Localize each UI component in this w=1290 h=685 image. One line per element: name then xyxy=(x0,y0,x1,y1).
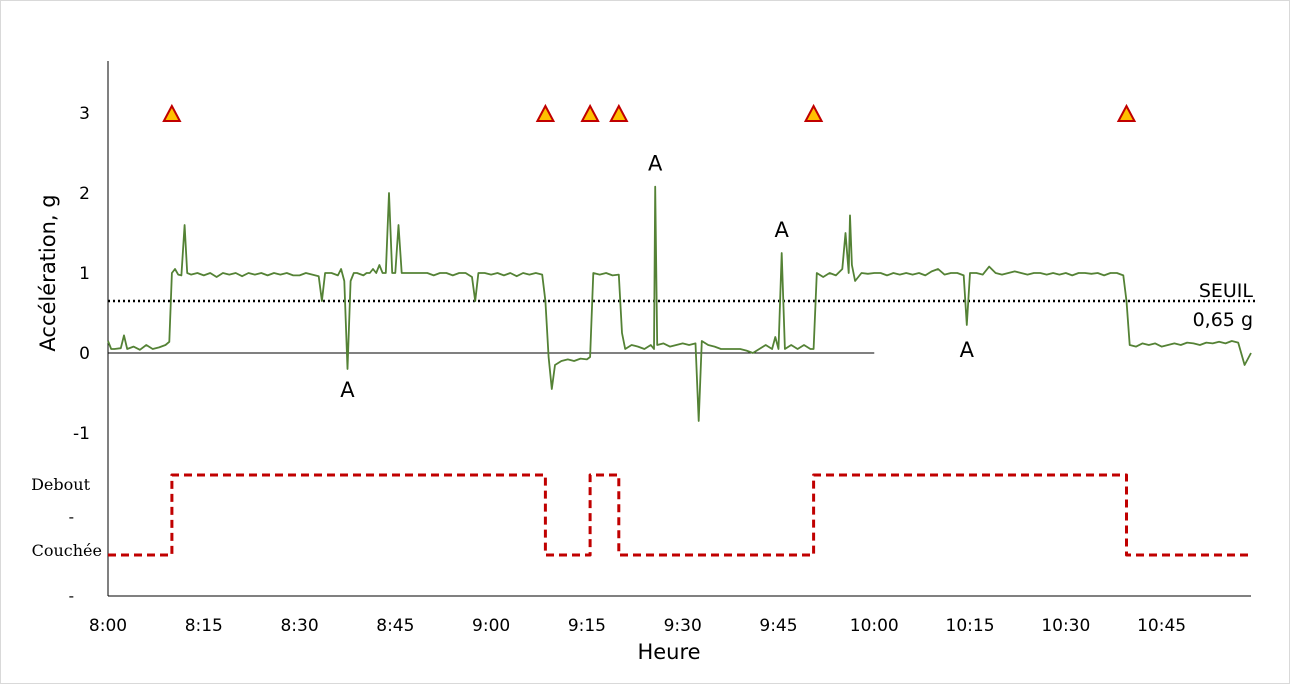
acceleration-series-line xyxy=(107,185,1252,422)
event-marker-triangle xyxy=(535,103,556,122)
annotation-label: A xyxy=(774,218,789,242)
event-marker-triangle xyxy=(580,103,600,122)
x-tick-label: 8:45 xyxy=(376,616,414,636)
x-tick-label: 10:15 xyxy=(946,616,995,636)
x-tick-label: 9:30 xyxy=(664,616,702,636)
series-layer xyxy=(107,185,1252,557)
x-tick-label: 8:15 xyxy=(185,616,223,636)
posture-label-below: - xyxy=(69,586,74,605)
posture-label-couchee: Couchée xyxy=(32,541,102,560)
x-tick-label: 10:30 xyxy=(1041,616,1090,636)
y-tick-label: 0 xyxy=(79,344,90,364)
event-marker-triangle xyxy=(803,103,824,122)
event-markers xyxy=(162,103,1137,122)
x-tick-label: 8:30 xyxy=(280,616,318,636)
annotation-label: A xyxy=(648,152,663,176)
event-marker-triangle xyxy=(1116,103,1137,122)
threshold-label-line1: SEUIL xyxy=(1199,280,1254,302)
event-marker-triangle xyxy=(609,103,629,122)
y-tick-labels: 3 2 1 0 -1 xyxy=(73,104,90,444)
event-marker-triangle xyxy=(162,103,182,122)
annotation-label: A xyxy=(960,338,975,362)
y-tick-label: -1 xyxy=(73,424,90,444)
x-axis-title: Heure xyxy=(637,640,700,664)
posture-series-line xyxy=(108,473,1251,557)
x-tick-label: 9:15 xyxy=(568,616,606,636)
x-tick-label: 9:45 xyxy=(759,616,797,636)
x-tick-label: 10:00 xyxy=(850,616,899,636)
x-tick-label: 8:00 xyxy=(89,616,127,636)
annotation-label: A xyxy=(340,378,355,402)
x-tick-label: 9:00 xyxy=(472,616,510,636)
threshold-label-line2: 0,65 g xyxy=(1193,309,1253,331)
posture-label-mid: - xyxy=(69,507,74,526)
posture-labels: Debout - Couchée - xyxy=(31,475,102,605)
y-tick-label: 1 xyxy=(79,264,90,284)
x-tick-labels: 8:00 8:15 8:30 8:45 9:00 9:15 9:30 9:45 10:00 10:… xyxy=(89,616,1186,636)
x-tick-label: 10:45 xyxy=(1137,616,1186,636)
y-tick-label: 2 xyxy=(79,184,90,204)
y-tick-label: 3 xyxy=(79,104,90,124)
posture-label-debout: Debout xyxy=(31,475,90,494)
y-axis-title: Accélération, g xyxy=(36,194,60,351)
annotations: A A A A xyxy=(340,152,974,402)
